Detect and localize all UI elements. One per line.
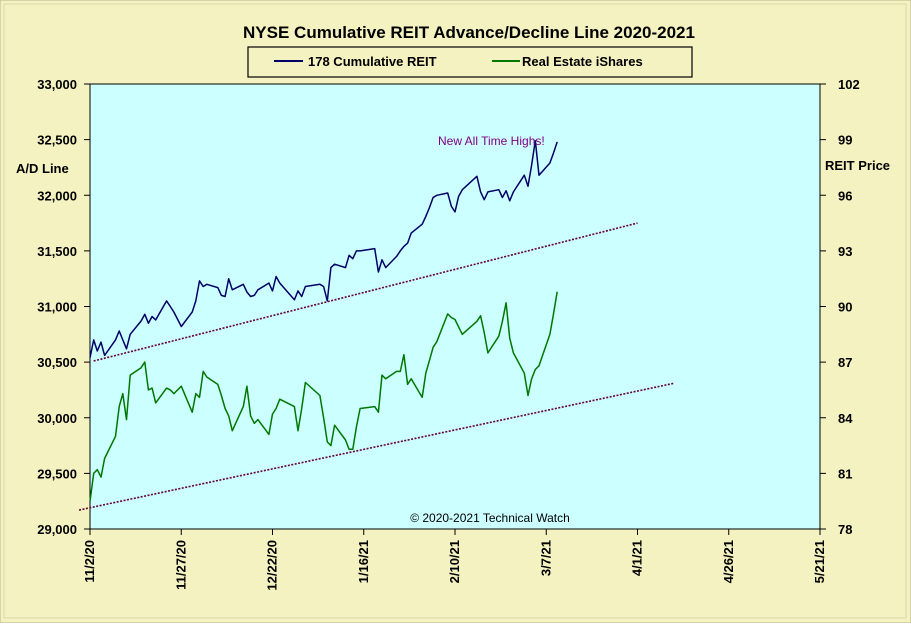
legend-label-reit: Real Estate iShares [522,54,643,69]
x-axis: 11/2/20 11/27/20 12/22/20 1/16/21 2/10/21 3/7… [82,529,827,591]
trend-line [93,222,638,362]
y-tick-label-right: 78 [838,522,852,537]
trend-lines [78,222,675,511]
y-tick-label-right: 84 [838,411,853,426]
x-tick-label: 11/2/20 [82,540,97,583]
y-tick-label-left: 31,500 [37,244,77,259]
annotation-new-highs: New All Time Highs! [438,134,545,148]
x-tick-label: 12/22/20 [265,540,280,591]
chart-frame-inner [3,3,907,619]
y-tick-label-left: 33,000 [37,77,77,92]
y-tick-label-left: 29,500 [37,466,77,481]
y-tick-label-right: 81 [838,466,852,481]
y-tick-label-right: 102 [838,77,860,92]
series-line-reit [89,291,558,502]
series-line-ad [89,139,558,358]
legend-box [247,46,693,78]
y-tick-label-right: 87 [838,355,852,370]
y-tick-label-right: 99 [838,133,852,148]
x-tick-label: 2/10/21 [447,540,462,583]
copyright-note: © 2020-2021 Technical Watch [410,511,570,525]
y-tick-label-left: 31,000 [37,300,77,315]
y-tick-label-right: 96 [838,188,852,203]
y-tick-label-left: 30,000 [37,411,77,426]
legend: 178 Cumulative REIT Real Estate iShares [247,46,693,78]
y-axis-left: 29,000 29,500 30,000 30,500 31,000 31,500 32,0… [37,77,90,537]
y-tick-label-left: 29,000 [37,522,77,537]
x-tick-label: 1/16/21 [356,540,371,583]
x-tick-label: 4/26/21 [721,540,736,583]
legend-label-ad: 178 Cumulative REIT [308,54,437,69]
y-tick-label-left: 30,500 [37,355,77,370]
y-tick-label-left: 32,500 [37,133,77,148]
y-tick-label-right: 93 [838,244,852,259]
series [89,139,558,502]
plot-area [89,83,821,530]
x-tick-label: 3/7/21 [538,540,553,576]
chart-title: NYSE Cumulative REIT Advance/Decline Lin… [243,23,695,42]
y-tick-label-left: 32,000 [37,188,77,203]
y-tick-label-right: 90 [838,300,852,315]
x-tick-label: 4/1/21 [630,540,645,576]
x-tick-label: 5/21/21 [812,540,827,583]
y-axis-right-label: REIT Price [825,158,890,173]
y-axis-left-label: A/D Line [16,161,69,176]
x-tick-label: 11/27/20 [173,540,188,590]
y-axis-right: 78 81 84 87 90 93 96 99 102 [820,77,860,537]
